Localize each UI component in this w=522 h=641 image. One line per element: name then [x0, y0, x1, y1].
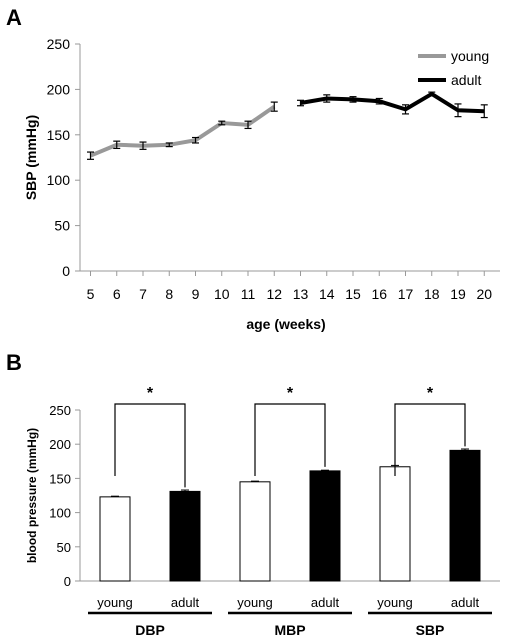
chart-a-x-axis-title: age (weeks)	[246, 316, 325, 332]
data-point-adult	[480, 104, 488, 119]
chart-a-y-tick-label: 0	[62, 263, 70, 279]
chart-a-y-tick-label: 150	[47, 127, 71, 143]
chart-a-x-tick-label: 12	[266, 286, 282, 302]
data-point-young	[113, 140, 121, 150]
chart-a-x-tick-label: 14	[319, 286, 335, 302]
panel-a-label: A	[6, 5, 22, 30]
data-point-adult	[349, 96, 357, 103]
legend-label-adult: adult	[451, 72, 481, 88]
bar-sbp-adult	[449, 449, 481, 582]
chart-a-x-tick-label: 16	[371, 286, 387, 302]
chart-a: 0 50 100 150 200 250 5 6 7 8 9 10 11 12 13 14 15 16 17 18 1…	[23, 36, 500, 332]
chart-a-x-tick-label: 17	[398, 286, 414, 302]
chart-a-y-tick-label: 50	[54, 218, 70, 234]
bar-mbp-adult	[309, 470, 341, 582]
category-label: young	[377, 595, 412, 610]
data-point-young	[218, 120, 226, 126]
data-point-adult	[375, 97, 383, 105]
bar-group-dbp: young adult * DBP	[88, 385, 212, 638]
category-label: adult	[451, 595, 480, 610]
data-point-adult	[323, 94, 331, 103]
data-point-young	[139, 141, 147, 150]
chart-a-x-tick-label: 19	[450, 286, 466, 302]
chart-b-y-tick-label: 50	[57, 540, 71, 555]
legend-label-young: young	[451, 48, 489, 64]
bar-dbp-young	[99, 496, 131, 582]
data-point-young	[270, 101, 278, 112]
bar-group-mbp: young adult * MBP	[228, 385, 352, 638]
chart-a-x-tick-label: 6	[113, 286, 121, 302]
chart-a-x-tick-label: 9	[192, 286, 200, 302]
chart-a-y-tick-label: 200	[47, 81, 71, 97]
category-label: young	[237, 595, 272, 610]
category-label: adult	[171, 595, 200, 610]
bar-sbp-young	[379, 466, 411, 582]
chart-b-y-tick-label: 250	[49, 403, 71, 418]
chart-a-x-tick-label: 8	[165, 286, 173, 302]
category-label: young	[97, 595, 132, 610]
chart-a-y-axis-title: SBP (mmHg)	[23, 115, 39, 200]
chart-a-legend: young adult	[418, 48, 489, 88]
panel-b-label: B	[6, 350, 22, 375]
significance-bracket	[254, 403, 326, 476]
data-point-young	[244, 120, 252, 130]
data-point-adult	[428, 91, 436, 97]
chart-b-y-tick-label: 200	[49, 437, 71, 452]
chart-a-x-tick-label: 20	[476, 286, 492, 302]
series-line-adult	[300, 91, 485, 114]
data-point-young	[165, 142, 173, 148]
group-label-sbp: SBP	[416, 622, 445, 638]
data-point-young	[192, 136, 199, 144]
chart-a-x-tick-label: 18	[424, 286, 440, 302]
chart-a-x-tick-label: 15	[345, 286, 361, 302]
series-line-young	[89, 105, 276, 158]
chart-a-x-tick-label: 11	[241, 286, 256, 302]
significance-marker: *	[287, 385, 294, 402]
data-point-adult	[402, 104, 409, 115]
significance-bracket	[394, 403, 466, 476]
chart-b-y-tick-label: 150	[49, 471, 71, 486]
bar-dbp-adult	[169, 490, 201, 582]
significance-marker: *	[147, 385, 154, 402]
bar-mbp-young	[239, 481, 271, 582]
chart-a-x-tick-label: 5	[87, 286, 95, 302]
category-label: adult	[311, 595, 340, 610]
chart-b-y-axis-title: blood pressure (mmHg)	[25, 428, 39, 563]
bar-group-sbp: young adult * SBP	[368, 385, 492, 638]
chart-a-x-tick-label: 10	[214, 286, 230, 302]
chart-a-y-tick-label: 100	[47, 172, 71, 188]
chart-b-y-tick-label: 100	[49, 506, 71, 521]
chart-a-x-tick-label: 13	[293, 286, 309, 302]
data-point-young	[87, 151, 94, 160]
chart-a-y-tick-label: 250	[47, 36, 71, 52]
significance-bracket	[114, 403, 186, 488]
data-point-adult	[297, 99, 304, 107]
chart-b-y-tick-label: 0	[64, 574, 71, 589]
significance-marker: *	[427, 385, 434, 402]
data-point-adult	[454, 103, 462, 118]
chart-a-x-tick-label: 7	[139, 286, 147, 302]
group-label-dbp: DBP	[135, 622, 165, 638]
group-label-mbp: MBP	[274, 622, 305, 638]
